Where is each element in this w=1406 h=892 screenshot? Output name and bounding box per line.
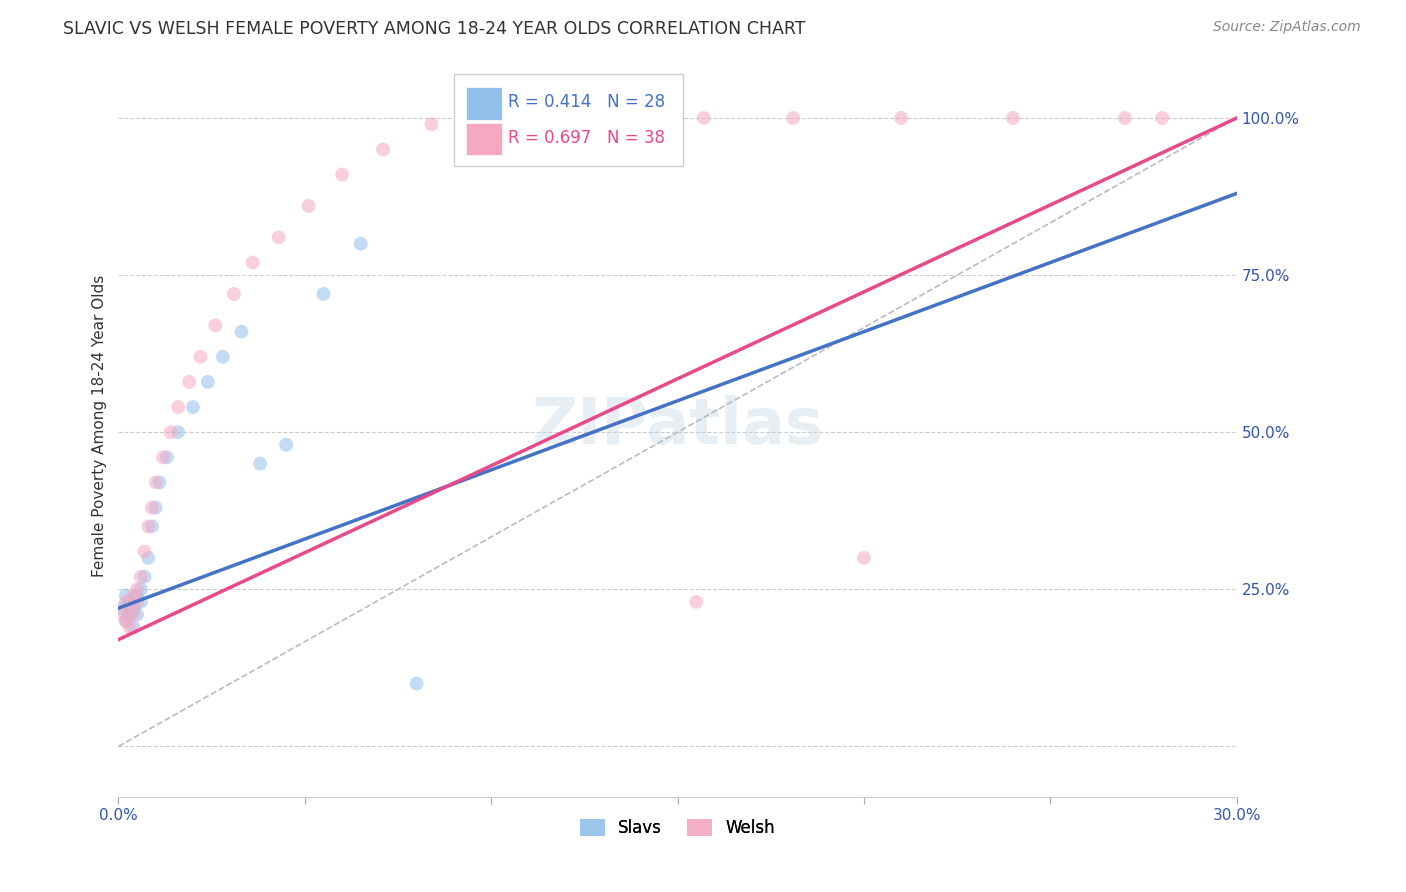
Point [111,607,134,622]
Point [211,350,233,364]
Point [190,350,212,364]
Point [231,325,253,339]
Point [125,589,148,603]
Point [692,111,714,125]
Point [179,375,201,389]
Point [249,457,271,471]
Point [204,318,226,333]
Point [1114,111,1136,125]
Point [648,142,671,156]
Text: ZIPatlas: ZIPatlas [531,395,824,457]
Point [115,595,138,609]
Point [118,595,141,609]
Text: R = 0.697   N = 38: R = 0.697 N = 38 [508,129,665,147]
Point [129,582,152,597]
Point [129,595,152,609]
Point [111,601,134,615]
FancyBboxPatch shape [467,122,502,155]
Point [330,168,353,182]
Point [122,620,145,634]
Point [222,287,245,301]
Point [159,425,181,440]
Point [118,607,141,622]
Point [1002,111,1025,125]
Point [115,589,138,603]
Point [145,500,167,515]
Point [685,595,707,609]
Point [350,236,373,251]
Point [152,450,174,465]
Point [167,425,190,440]
Point [136,519,159,533]
Point [122,607,145,622]
Point [156,450,179,465]
Point [145,475,167,490]
Point [115,614,138,628]
Point [129,570,152,584]
Point [141,519,163,533]
Point [118,601,141,615]
Point [242,255,264,269]
Legend: Slavs, Welsh: Slavs, Welsh [574,813,782,844]
Point [141,500,163,515]
Point [134,544,156,558]
Point [890,111,912,125]
Point [610,111,633,125]
Point [1152,111,1174,125]
Point [197,375,219,389]
Point [312,287,335,301]
Point [540,111,562,125]
Y-axis label: Female Poverty Among 18-24 Year Olds: Female Poverty Among 18-24 Year Olds [93,275,107,577]
Point [477,111,499,125]
Point [148,475,170,490]
Point [115,614,138,628]
Point [181,400,204,414]
Point [420,117,443,131]
Point [136,550,159,565]
Point [122,601,145,615]
Text: Source: ZipAtlas.com: Source: ZipAtlas.com [1213,20,1361,34]
Point [125,607,148,622]
FancyBboxPatch shape [454,74,683,167]
Point [297,199,319,213]
Text: SLAVIC VS WELSH FEMALE POVERTY AMONG 18-24 YEAR OLDS CORRELATION CHART: SLAVIC VS WELSH FEMALE POVERTY AMONG 18-… [63,20,806,37]
Point [405,676,427,690]
Point [852,550,875,565]
Point [134,570,156,584]
Point [371,142,394,156]
Point [125,582,148,597]
Point [276,438,298,452]
Point [267,230,290,244]
FancyBboxPatch shape [467,87,502,120]
Text: R = 0.414   N = 28: R = 0.414 N = 28 [508,93,665,111]
Point [122,589,145,603]
Point [125,595,148,609]
Point [118,620,141,634]
Point [167,400,190,414]
Point [782,111,804,125]
